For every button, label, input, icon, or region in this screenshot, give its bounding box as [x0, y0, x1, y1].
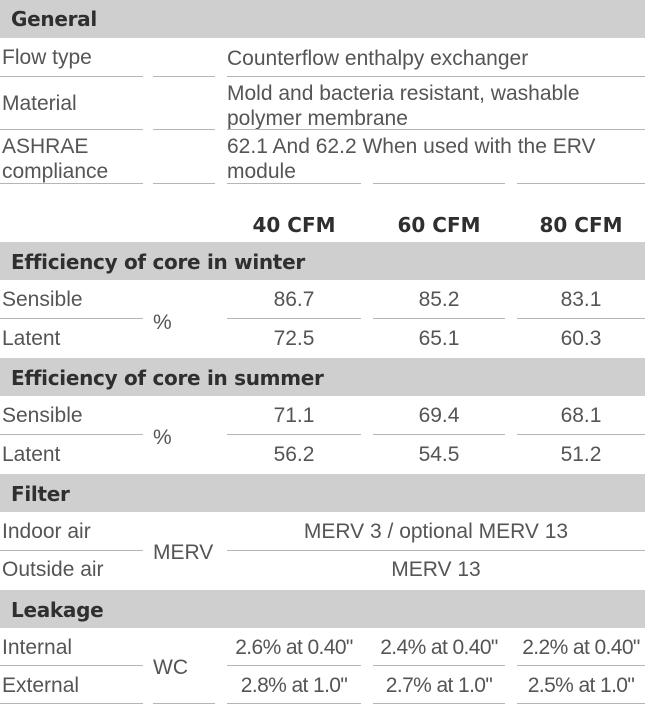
winter-title: Efficiency of core in winter: [11, 250, 305, 274]
value-summer-latent-80: 51.2: [560, 443, 602, 466]
row-label-outside-air: Outside air: [2, 558, 104, 581]
value-winter-latent-60: 65.1: [418, 327, 460, 350]
divider: [517, 434, 645, 435]
divider: [227, 318, 361, 319]
divider: [153, 76, 215, 77]
divider: [373, 183, 505, 184]
divider: [0, 434, 143, 435]
value-external-40: 2.8% at 1.0": [240, 674, 348, 697]
value-winter-sensible-60: 85.2: [418, 288, 460, 311]
divider: [373, 665, 505, 666]
divider: [227, 665, 361, 666]
divider: [227, 550, 645, 551]
value-summer-sensible-60: 69.4: [418, 404, 460, 427]
divider: [517, 703, 645, 704]
row-label-indoor-air: Indoor air: [2, 520, 91, 543]
value-winter-sensible-40: 86.7: [273, 288, 315, 311]
column-header-40cfm: 40 CFM: [252, 213, 336, 237]
value-internal-60: 2.4% at 0.40": [380, 636, 498, 659]
value-material: Mold and bacteria resistant, washable po…: [227, 82, 580, 130]
row-label-flow-type: Flow type: [2, 46, 92, 69]
value-summer-latent-40: 56.2: [273, 443, 315, 466]
divider: [373, 434, 505, 435]
general-section-header: General: [0, 0, 645, 38]
divider: [227, 434, 361, 435]
summer-title: Efficiency of core in summer: [11, 366, 324, 390]
value-summer-sensible-80: 68.1: [560, 404, 602, 427]
summer-section-header: Efficiency of core in summer: [0, 358, 645, 396]
divider: [0, 76, 143, 77]
unit-winter: %: [153, 311, 172, 334]
divider: [517, 665, 645, 666]
divider: [227, 703, 361, 704]
leakage-title: Leakage: [11, 598, 104, 622]
value-summer-latent-60: 54.5: [418, 443, 460, 466]
divider: [517, 183, 645, 184]
row-label-material: Material: [2, 92, 77, 115]
value-winter-sensible-80: 83.1: [560, 288, 602, 311]
divider: [0, 703, 143, 704]
value-summer-sensible-40: 71.1: [273, 404, 315, 427]
value-winter-latent-80: 60.3: [560, 327, 602, 350]
divider: [0, 318, 143, 319]
divider: [227, 129, 645, 130]
divider: [227, 183, 361, 184]
row-label-winter-latent: Latent: [2, 327, 61, 350]
value-indoor-air: MERV 3 / optional MERV 13: [303, 520, 569, 543]
row-label-summer-sensible: Sensible: [2, 404, 83, 427]
divider: [227, 76, 645, 77]
value-internal-80: 2.2% at 0.40": [522, 636, 640, 659]
divider: [153, 129, 215, 130]
value-internal-40: 2.6% at 0.40": [235, 636, 353, 659]
row-label-ashrae: ASHRAE compliance: [2, 135, 109, 183]
divider: [373, 703, 505, 704]
divider: [0, 129, 143, 130]
filter-section-header: Filter: [0, 474, 645, 512]
row-label-internal: Internal: [2, 636, 73, 659]
divider: [0, 665, 143, 666]
row-label-winter-sensible: Sensible: [2, 288, 83, 311]
unit-summer: %: [153, 426, 172, 449]
value-ashrae: 62.1 And 62.2 When used with the ERV mod…: [227, 135, 596, 183]
divider: [517, 318, 645, 319]
divider: [153, 183, 215, 184]
divider: [153, 703, 215, 704]
divider: [0, 183, 143, 184]
row-label-summer-latent: Latent: [2, 443, 61, 466]
column-header-60cfm: 60 CFM: [397, 213, 481, 237]
value-external-60: 2.7% at 1.0": [385, 674, 493, 697]
winter-section-header: Efficiency of core in winter: [0, 242, 645, 280]
value-outside-air: MERV 13: [391, 558, 481, 581]
divider: [373, 318, 505, 319]
divider: [0, 550, 143, 551]
general-title: General: [11, 7, 97, 31]
leakage-section-header: Leakage: [0, 590, 645, 628]
unit-filter: MERV: [153, 541, 214, 564]
column-header-80cfm: 80 CFM: [539, 213, 623, 237]
row-label-external: External: [2, 674, 80, 697]
filter-title: Filter: [11, 482, 70, 506]
value-flow-type: Counterflow enthalpy exchanger: [227, 47, 529, 70]
unit-leakage: WC: [153, 656, 188, 679]
value-winter-latent-40: 72.5: [273, 327, 315, 350]
value-external-80: 2.5% at 1.0": [527, 674, 635, 697]
